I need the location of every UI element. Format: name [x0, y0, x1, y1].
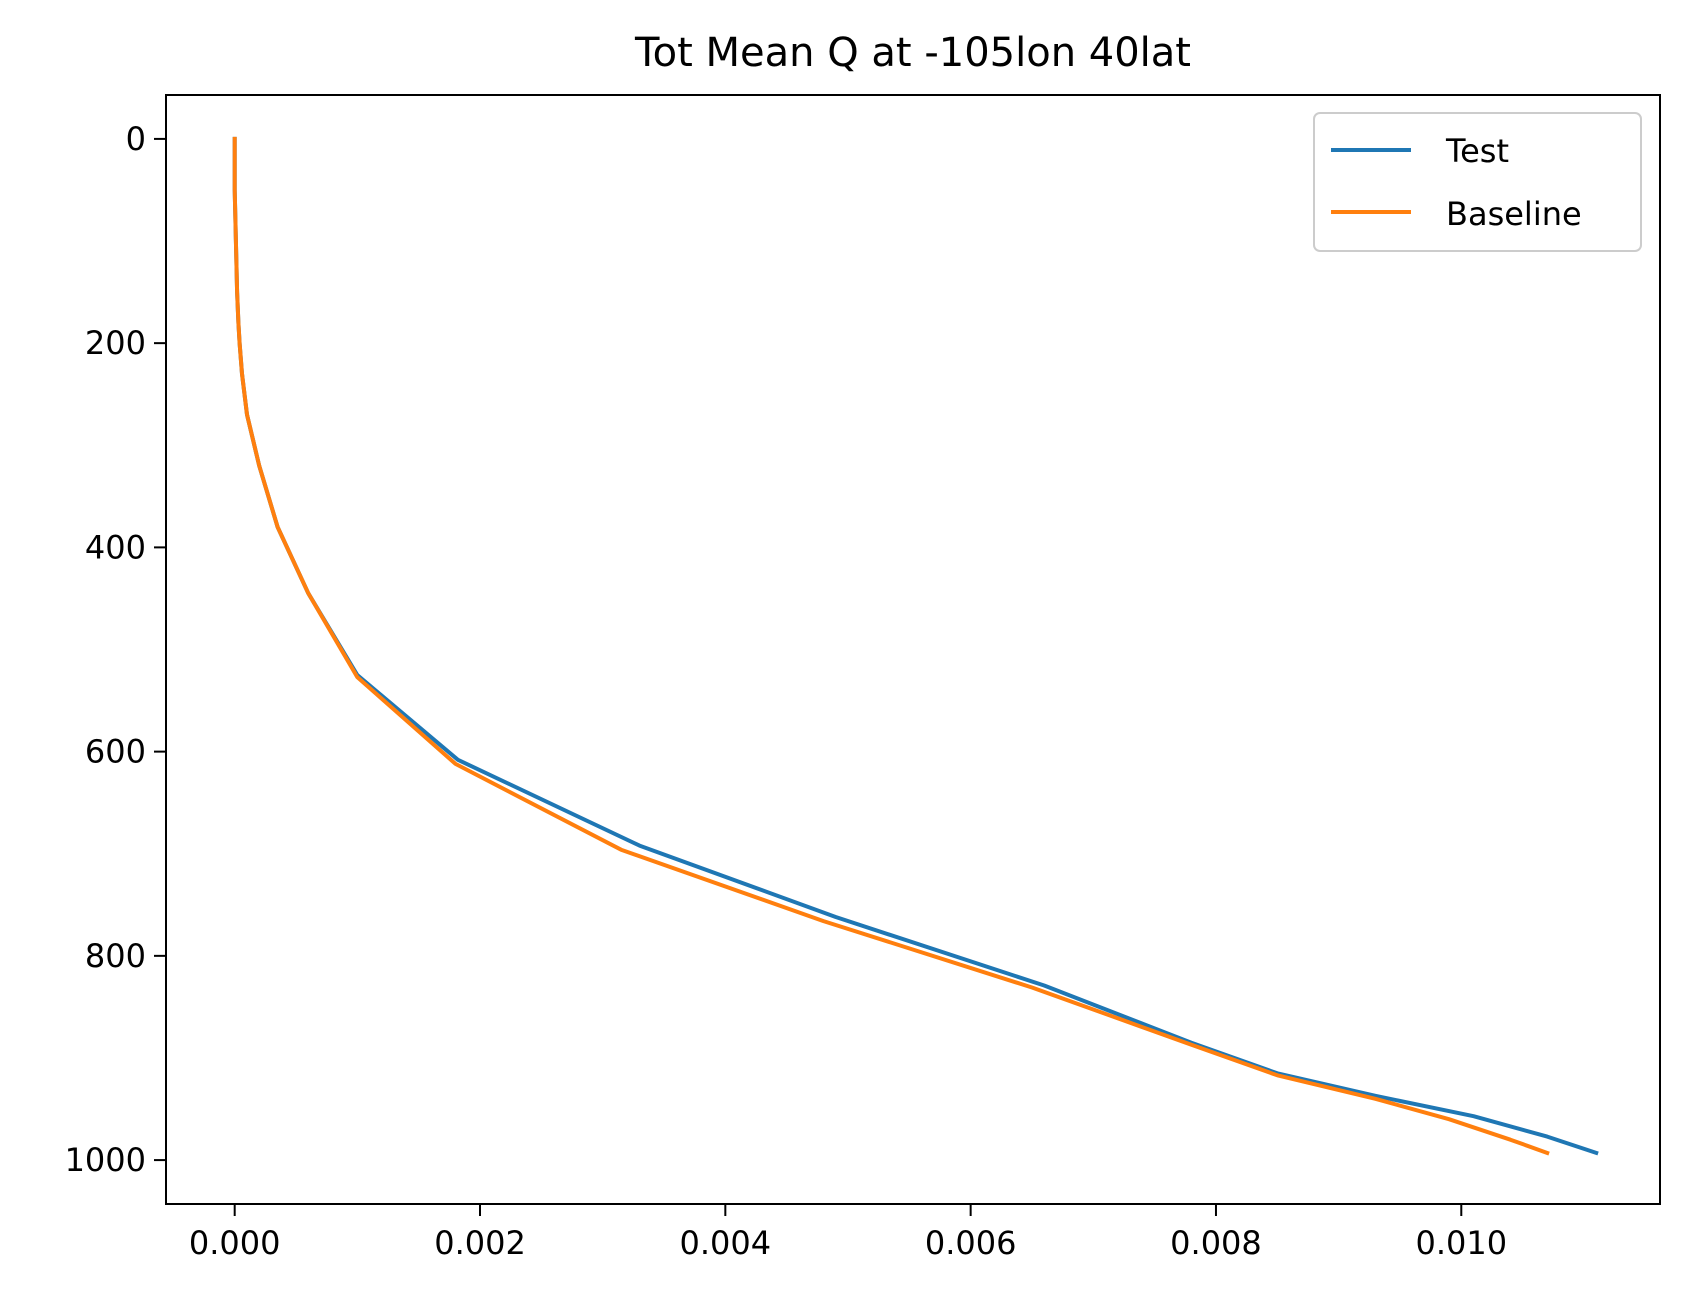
legend-box: [1313, 112, 1642, 252]
y-tick-label: 0: [126, 120, 146, 158]
legend-label-baseline: Baseline: [1446, 195, 1582, 233]
x-tick-label: 0.004: [680, 1224, 772, 1262]
x-tick-label: 0.000: [189, 1224, 281, 1262]
x-tick-label: 0.010: [1415, 1224, 1507, 1262]
x-tick-label: 0.002: [434, 1224, 526, 1262]
legend: Test Baseline: [1313, 112, 1642, 252]
y-tick-label: 400: [85, 528, 146, 566]
x-tick-label: 0.008: [1170, 1224, 1262, 1262]
chart-title: Tot Mean Q at -105lon 40lat: [634, 30, 1191, 76]
series-layer: [232, 136, 1599, 1156]
y-tick-label: 800: [85, 937, 146, 975]
x-axis: 0.000 0.002 0.004 0.006 0.008 0.010: [189, 1204, 1507, 1262]
x-tick-label: 0.006: [925, 1224, 1017, 1262]
plot-area: [165, 94, 1661, 1205]
series-line-test: [232, 136, 1599, 1156]
y-tick-label: 600: [85, 733, 146, 771]
y-tick-label: 200: [85, 324, 146, 362]
legend-label-test: Test: [1445, 132, 1509, 170]
axes-frame: [165, 94, 1661, 1205]
y-axis: 0 200 400 600 800 1000: [65, 120, 166, 1179]
y-tick-label: 1000: [65, 1141, 146, 1179]
series-line-baseline: [232, 136, 1550, 1156]
